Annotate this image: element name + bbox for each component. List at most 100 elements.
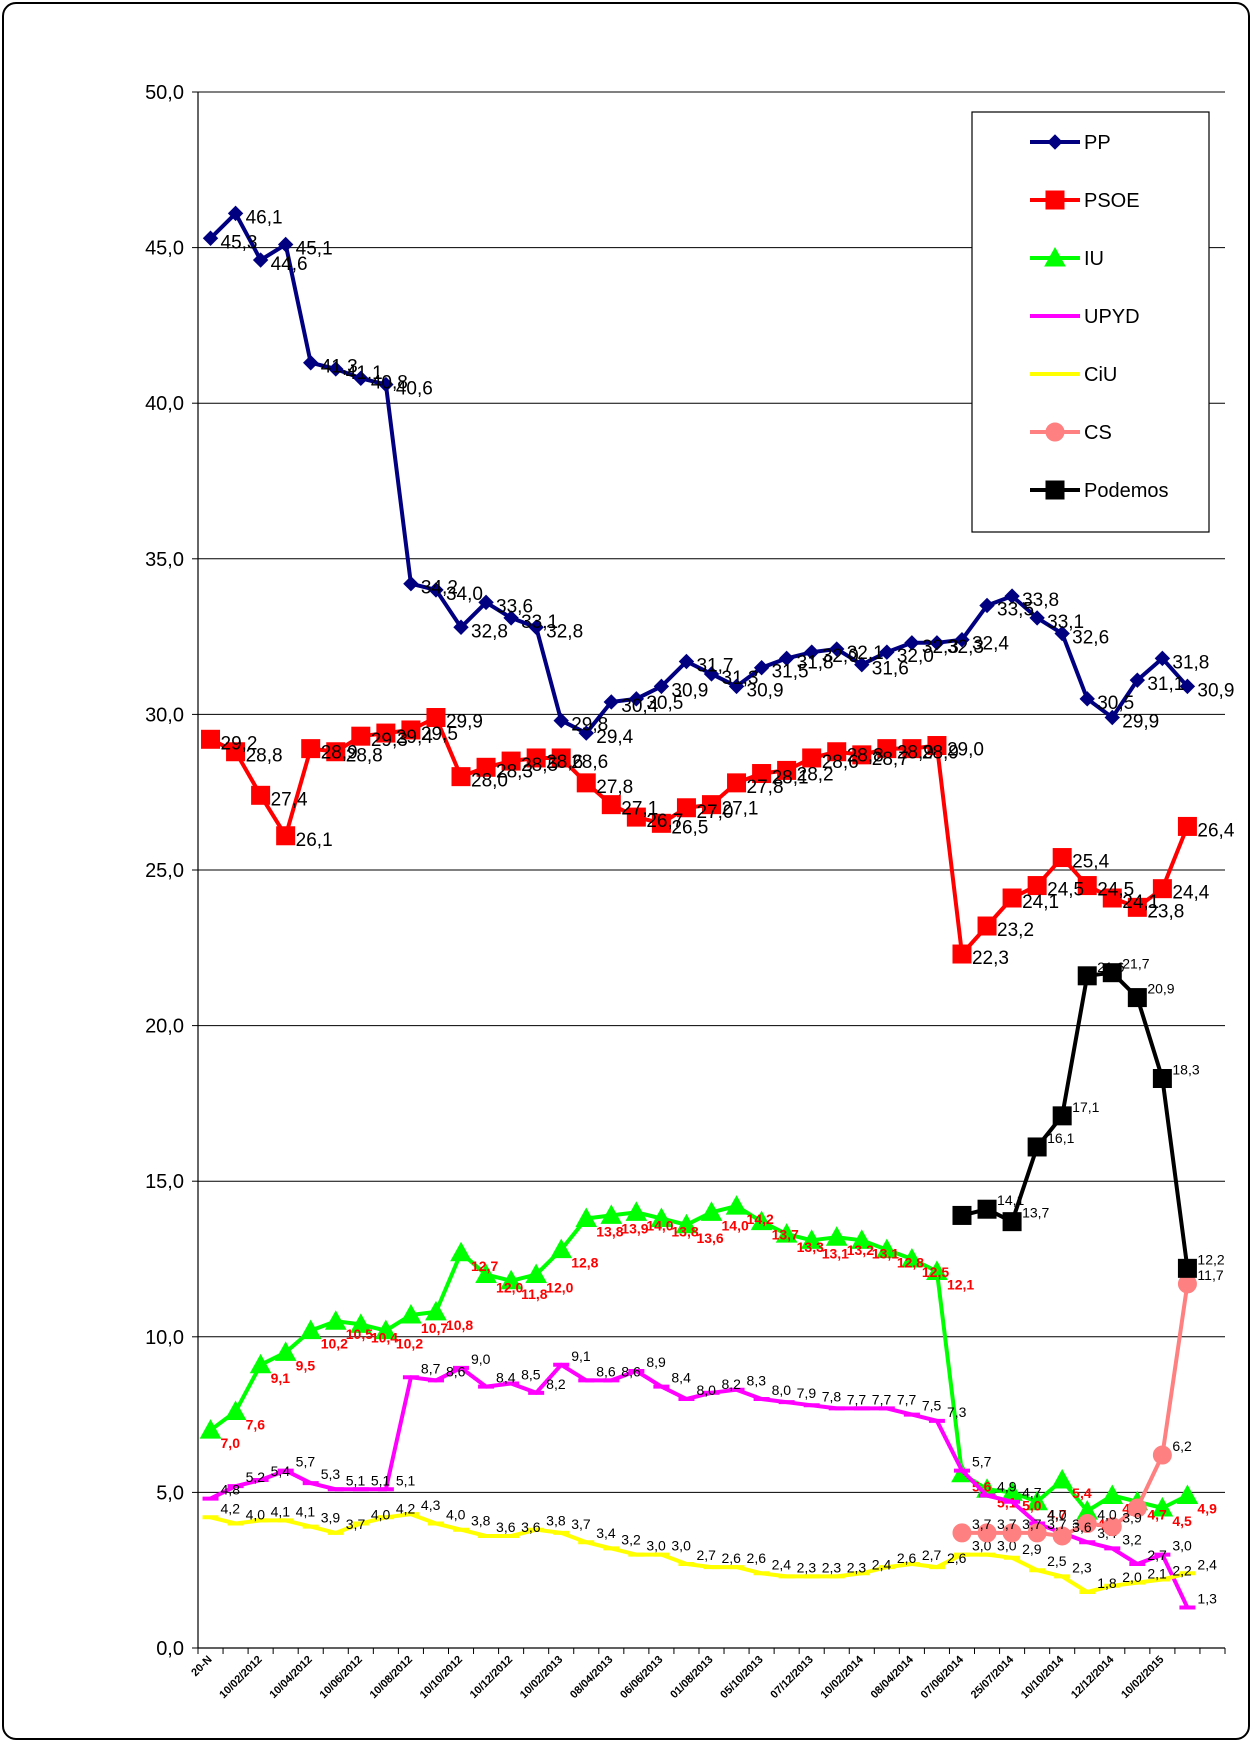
ciu-data-label: 2,3 bbox=[847, 1559, 867, 1575]
pp-data-label: 30,9 bbox=[747, 680, 784, 701]
legend-item-iu: IU bbox=[1030, 246, 1104, 270]
cs-data-label: 11,7 bbox=[1197, 1267, 1223, 1283]
cs-data-label: 3,6 bbox=[1072, 1519, 1092, 1535]
pp-data-label: 31,1 bbox=[1147, 674, 1184, 695]
iu-data-label: 12,0 bbox=[546, 1280, 573, 1296]
ciu-data-label: 2,4 bbox=[872, 1556, 892, 1572]
x-tick-label: 10/06/2012 bbox=[318, 1654, 365, 1701]
psoe-point bbox=[1177, 816, 1197, 836]
iu-point bbox=[199, 1419, 222, 1439]
pp-point bbox=[453, 619, 469, 635]
iu-point bbox=[901, 1247, 923, 1268]
iu-point bbox=[324, 1310, 347, 1330]
upyd-data-label: 3,0 bbox=[1172, 1538, 1192, 1554]
psoe-data-label: 28,6 bbox=[822, 752, 859, 773]
psoe-point bbox=[301, 739, 321, 759]
pp-data-label: 34,0 bbox=[446, 584, 483, 605]
psoe-data-label: 26,7 bbox=[646, 811, 683, 832]
pp-data-label: 46,1 bbox=[246, 207, 283, 228]
y-tick-label: 30,0 bbox=[145, 704, 184, 726]
iu-point bbox=[400, 1303, 422, 1324]
ciu-data-label: 3,7 bbox=[346, 1516, 366, 1532]
psoe-point bbox=[476, 757, 496, 777]
ciu-data-label: 2,6 bbox=[747, 1550, 767, 1566]
pp-line bbox=[209, 211, 1189, 736]
psoe-point bbox=[1127, 897, 1147, 917]
psoe-data-label: 26,5 bbox=[671, 817, 708, 838]
grid-lines bbox=[198, 91, 1225, 1493]
psoe-point bbox=[1002, 888, 1022, 908]
psoe-data-label: 27,1 bbox=[621, 799, 658, 820]
psoe-point bbox=[226, 742, 246, 762]
legend-label: UPYD bbox=[1084, 306, 1140, 328]
y-tick-label: 0,0 bbox=[156, 1638, 184, 1660]
iu-point bbox=[1151, 1496, 1174, 1517]
pp-data-label: 32,6 bbox=[1072, 627, 1109, 648]
psoe-data-label: 22,3 bbox=[972, 948, 1009, 969]
iu-data-label: 13,8 bbox=[671, 1224, 698, 1240]
pp-data-label: 29,9 bbox=[1122, 712, 1159, 733]
pp-point bbox=[929, 635, 945, 651]
pp-data-label: 41,1 bbox=[346, 363, 383, 384]
ciu-data-label: 3,4 bbox=[596, 1525, 616, 1541]
cs-data-label: 3,7 bbox=[997, 1516, 1017, 1532]
iu-point bbox=[475, 1263, 497, 1284]
upyd-data-label: 8,9 bbox=[646, 1354, 666, 1370]
psoe-point bbox=[351, 726, 371, 746]
upyd-data-label: 8,6 bbox=[446, 1363, 466, 1379]
pp-point bbox=[628, 691, 645, 707]
iu-point bbox=[825, 1226, 848, 1246]
upyd-data-label: 4,9 bbox=[997, 1479, 1017, 1495]
ciu-data-label: 4,2 bbox=[221, 1500, 241, 1516]
y-tick-label: 10,0 bbox=[145, 1327, 184, 1349]
ciu-data-label: 2,1 bbox=[1147, 1566, 1167, 1582]
pp-point bbox=[1129, 672, 1146, 688]
iu-data-label: 12,7 bbox=[471, 1258, 498, 1274]
upyd-data-label: 8,5 bbox=[521, 1366, 541, 1382]
psoe-point bbox=[927, 736, 947, 756]
legend-box bbox=[971, 111, 1210, 533]
cs-point bbox=[1102, 1517, 1122, 1537]
ciu-data-label: 2,3 bbox=[1072, 1559, 1092, 1575]
pp-data-label: 31,6 bbox=[872, 659, 909, 680]
ciu-data-label: 2,6 bbox=[722, 1550, 742, 1566]
psoe-point bbox=[1052, 848, 1072, 868]
ciu-data-label: 2,2 bbox=[1172, 1563, 1192, 1579]
pp-data-label: 32,8 bbox=[546, 621, 583, 642]
ciu-data-label: 2,7 bbox=[696, 1547, 716, 1563]
pp-data-label: 34,2 bbox=[421, 578, 458, 599]
iu-point bbox=[675, 1213, 698, 1234]
psoe-point bbox=[551, 748, 571, 768]
psoe-data-label: 28,1 bbox=[772, 768, 809, 789]
x-tick-label: 10/12/2012 bbox=[468, 1654, 515, 1701]
series-cs: 3,7 3,7 3,7 3,7 3,6 4,0 3,9 6,2 11,7 bbox=[952, 1267, 1224, 1546]
cs-point bbox=[952, 1523, 972, 1543]
psoe-data-label: 28,3 bbox=[496, 761, 533, 782]
ciu-data-label: 3,8 bbox=[546, 1513, 566, 1529]
ciu-data-label: 2,4 bbox=[1197, 1556, 1217, 1572]
upyd-data-label: 8,6 bbox=[621, 1363, 641, 1379]
iu-data-label: 4,7 bbox=[1047, 1507, 1067, 1523]
pp-point bbox=[954, 632, 970, 648]
iu-data-label: 10,7 bbox=[421, 1320, 448, 1336]
iu-data-label: 7,6 bbox=[246, 1416, 266, 1432]
psoe-point bbox=[702, 795, 721, 815]
ciu-data-label: 2,0 bbox=[1122, 1569, 1142, 1585]
ciu-data-label: 2,9 bbox=[1022, 1541, 1042, 1557]
y-tick-label: 50,0 bbox=[145, 82, 184, 104]
cs-data-label: 3,9 bbox=[1122, 1510, 1142, 1526]
upyd-data-label: 5,1 bbox=[346, 1472, 366, 1488]
psoe-data-label: 28,9 bbox=[897, 743, 934, 764]
iu-data-label: 12,5 bbox=[922, 1264, 949, 1280]
ciu-line bbox=[210, 1512, 1188, 1594]
iu-data-label: 10,2 bbox=[396, 1336, 423, 1352]
ciu-data-label: 3,0 bbox=[646, 1538, 666, 1554]
psoe-data-label: 26,4 bbox=[1197, 820, 1234, 841]
legend-item-podemos: Podemos bbox=[1030, 480, 1169, 502]
iu-point bbox=[1101, 1484, 1124, 1505]
upyd-data-label: 8,6 bbox=[596, 1363, 616, 1379]
cs-point bbox=[1052, 1526, 1072, 1546]
ciu-data-label: 4,0 bbox=[246, 1507, 266, 1523]
pp-data-label: 32,3 bbox=[922, 637, 959, 658]
psoe-point bbox=[752, 764, 772, 784]
